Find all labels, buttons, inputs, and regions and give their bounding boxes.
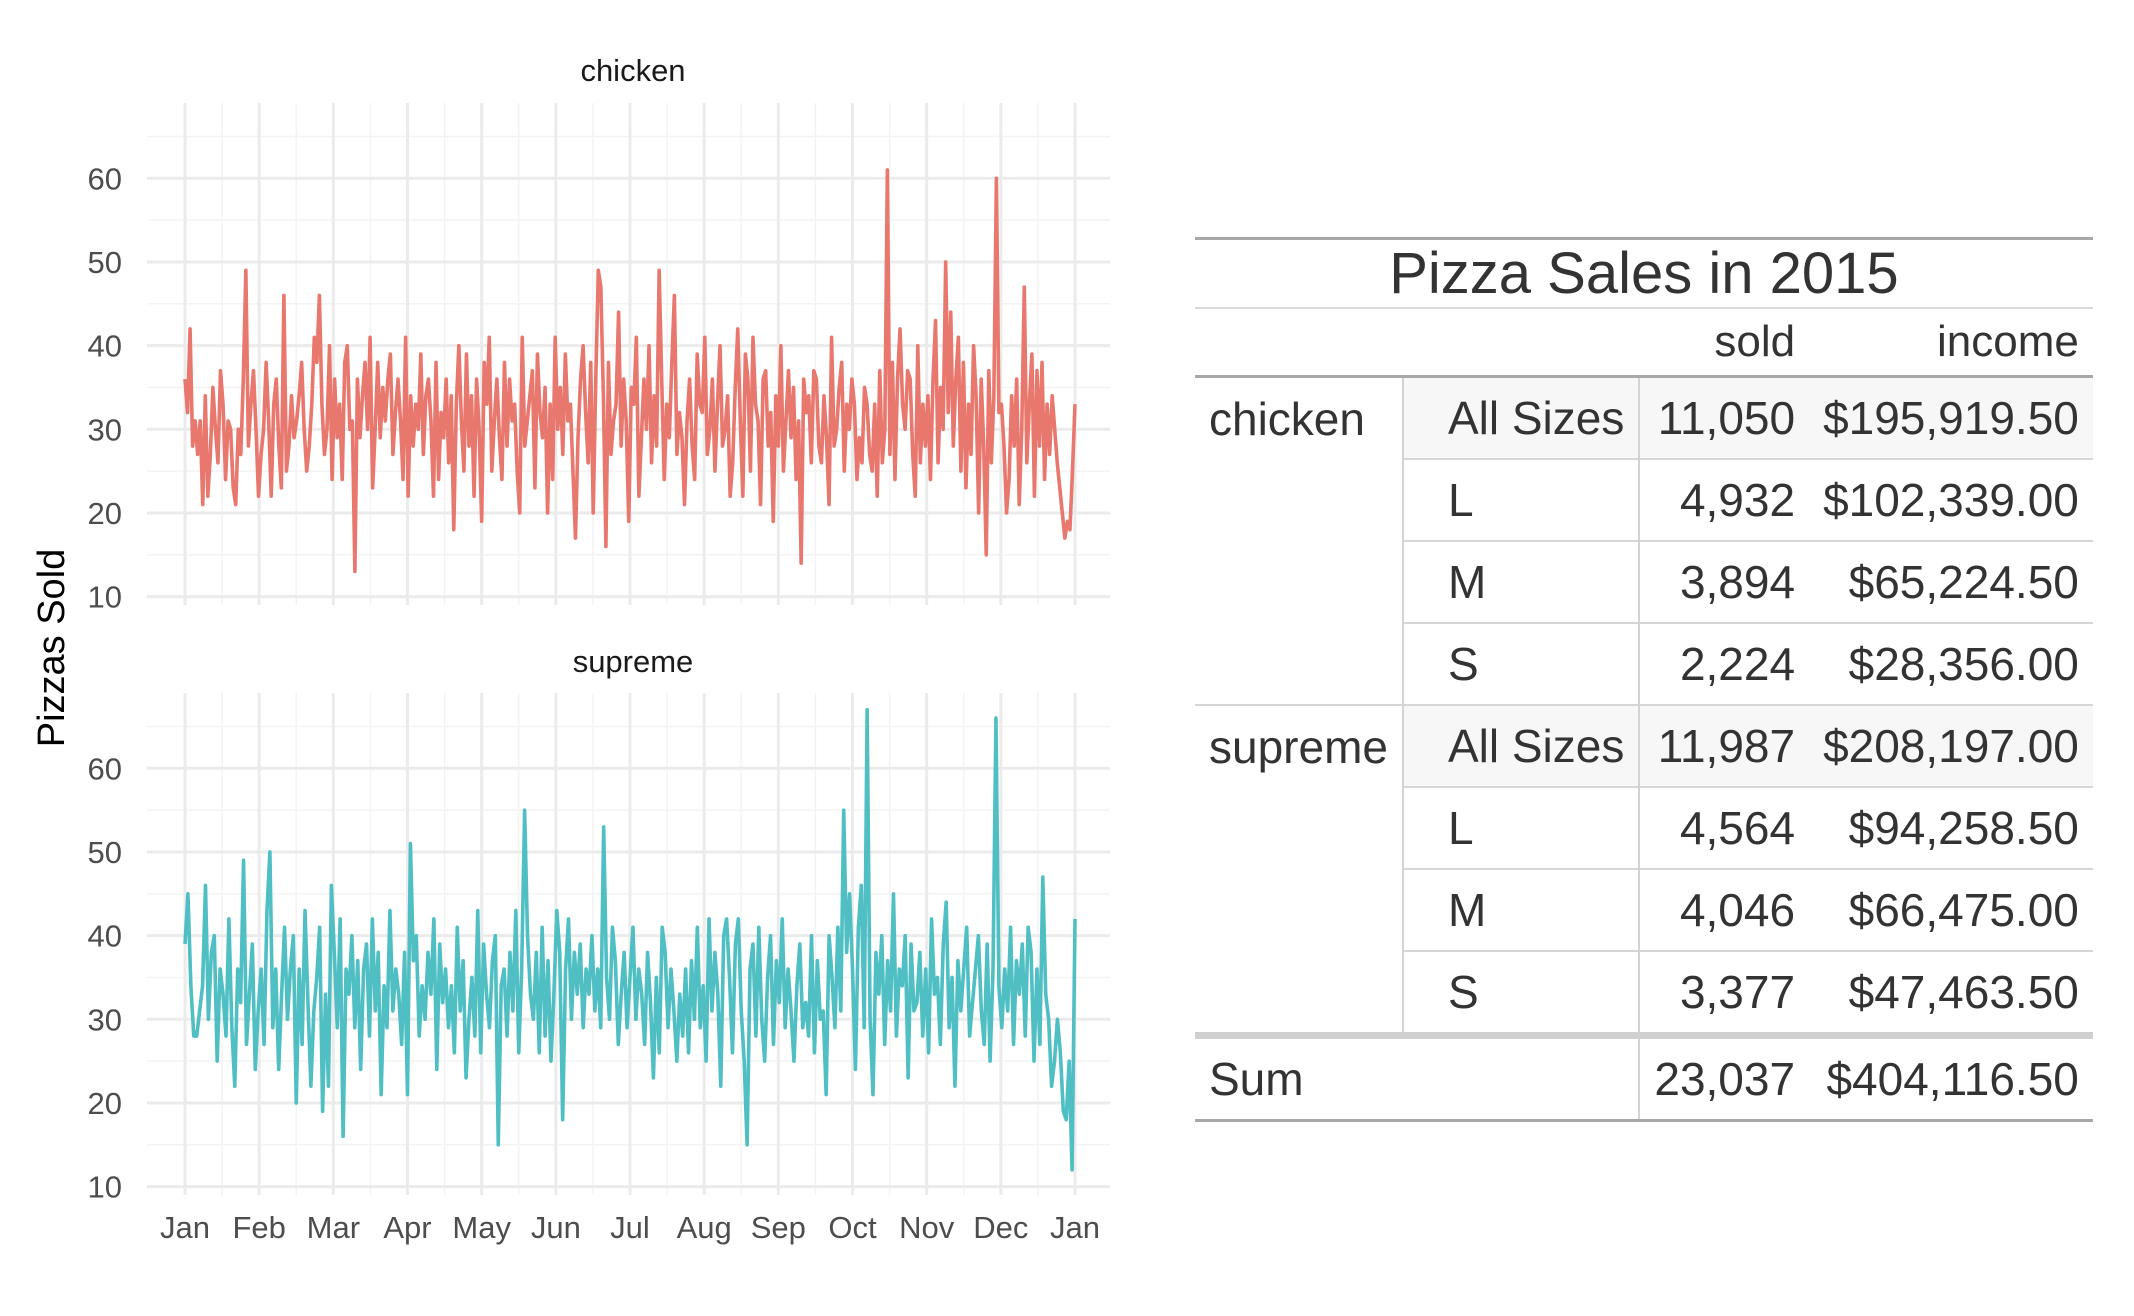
x-tick-label: Sep: [751, 1210, 806, 1245]
x-tick-label: Jul: [610, 1210, 650, 1245]
header-sold: sold: [1639, 307, 1810, 378]
y-tick-label: 30: [88, 412, 122, 447]
x-tick-label: Aug: [677, 1210, 732, 1245]
table-row: S 3,377 $47,463.50: [1195, 950, 2093, 1036]
table-row: supreme All Sizes 11,987 $208,197.00: [1195, 704, 2093, 1036]
pizza-sales-table: Pizza Sales in 2015 sold income chicken A…: [1195, 237, 2093, 1122]
sold-value: 3,377: [1639, 950, 1810, 1036]
table-header-row: sold income: [1195, 307, 2093, 378]
x-tick-label: Mar: [307, 1210, 360, 1245]
header-income: income: [1809, 307, 2093, 378]
table-row: S 2,224 $28,356.00: [1195, 622, 2093, 705]
x-tick-label: Jan: [1050, 1210, 1100, 1245]
summary-sold: 23,037: [1638, 1032, 1810, 1122]
series-line-chicken: [183, 168, 1077, 574]
table-row: M 3,894 $65,224.50: [1195, 540, 2093, 623]
header-spacer: [1402, 307, 1640, 378]
group-label: supreme: [1195, 704, 1404, 1036]
x-tick-label: Jun: [531, 1210, 581, 1245]
x-tick-label: Jan: [160, 1210, 210, 1245]
y-tick-label: 40: [88, 329, 122, 364]
x-tick-label: Feb: [232, 1210, 285, 1245]
table-caption: Pizza Sales in 2015: [1195, 237, 2093, 308]
income-value: $195,919.50: [1809, 375, 2093, 459]
x-tick-label: Apr: [383, 1210, 431, 1245]
size-label: L: [1402, 458, 1641, 541]
facet-panel-chicken: 10 20 30 40 50 60 chicken: [88, 53, 1110, 615]
y-tick-label: 50: [88, 835, 122, 870]
income-value: $102,339.00: [1809, 458, 2093, 541]
table-row: M 4,046 $66,475.00: [1195, 868, 2093, 951]
facet-title-supreme: supreme: [573, 644, 694, 679]
y-tick-label: 60: [88, 751, 122, 786]
x-tick-label: Dec: [973, 1210, 1028, 1245]
y-tick-label: 20: [88, 1086, 122, 1121]
table-body: chicken All Sizes 11,050 $195,919.50 L 4,932 $…: [1195, 375, 2093, 1036]
sold-value: 4,932: [1639, 458, 1810, 541]
income-value: $65,224.50: [1809, 540, 2093, 623]
income-value: $208,197.00: [1809, 704, 2093, 787]
size-label: All Sizes: [1402, 704, 1641, 787]
sold-value: 11,050: [1639, 375, 1810, 459]
summary-income: $404,116.50: [1809, 1032, 2093, 1122]
size-label: M: [1402, 868, 1641, 951]
y-tick-label: 20: [88, 496, 122, 531]
x-tick-label: Oct: [828, 1210, 877, 1245]
y-tick-label: 40: [88, 919, 122, 954]
facet-panel-supreme: 10 20 30 40 50 60 supreme: [88, 644, 1110, 1205]
table-row: chicken All Sizes 11,050 $195,919.50: [1195, 375, 2093, 705]
sold-value: 3,894: [1639, 540, 1810, 623]
y-tick-label: 10: [88, 1170, 122, 1205]
size-label: All Sizes: [1402, 375, 1641, 459]
income-value: $66,475.00: [1809, 868, 2093, 951]
income-value: $47,463.50: [1809, 950, 2093, 1036]
table-row: L 4,564 $94,258.50: [1195, 786, 2093, 869]
size-label: S: [1402, 622, 1641, 705]
sold-value: 4,046: [1639, 868, 1810, 951]
sold-value: 11,987: [1639, 704, 1810, 787]
y-tick-label: 10: [88, 580, 122, 615]
y-tick-label: 30: [88, 1002, 122, 1037]
income-value: $28,356.00: [1809, 622, 2093, 705]
size-label: L: [1402, 786, 1641, 869]
summary-row: Sum 23,037 $404,116.50: [1195, 1032, 2093, 1122]
summary-label: Sum: [1195, 1032, 1640, 1122]
series-line-supreme: [183, 707, 1077, 1172]
header-spacer: [1195, 307, 1403, 378]
size-label: M: [1402, 540, 1641, 623]
group-label: chicken: [1195, 375, 1404, 705]
x-tick-label: Nov: [899, 1210, 955, 1245]
y-axis-title: Pizzas Sold: [31, 549, 73, 748]
y-tick-label: 50: [88, 245, 122, 280]
x-tick-label: May: [452, 1210, 511, 1245]
income-value: $94,258.50: [1809, 786, 2093, 869]
size-label: S: [1402, 950, 1641, 1036]
facet-title-chicken: chicken: [580, 53, 685, 88]
sold-value: 4,564: [1639, 786, 1810, 869]
sold-value: 2,224: [1639, 622, 1810, 705]
faceted-line-chart: Pizzas Sold 10 20 30 40 50 60 chicken 10 20 30 40 5…: [31, 53, 1110, 1245]
y-tick-label: 60: [88, 161, 122, 196]
table-row: L 4,932 $102,339.00: [1195, 458, 2093, 541]
